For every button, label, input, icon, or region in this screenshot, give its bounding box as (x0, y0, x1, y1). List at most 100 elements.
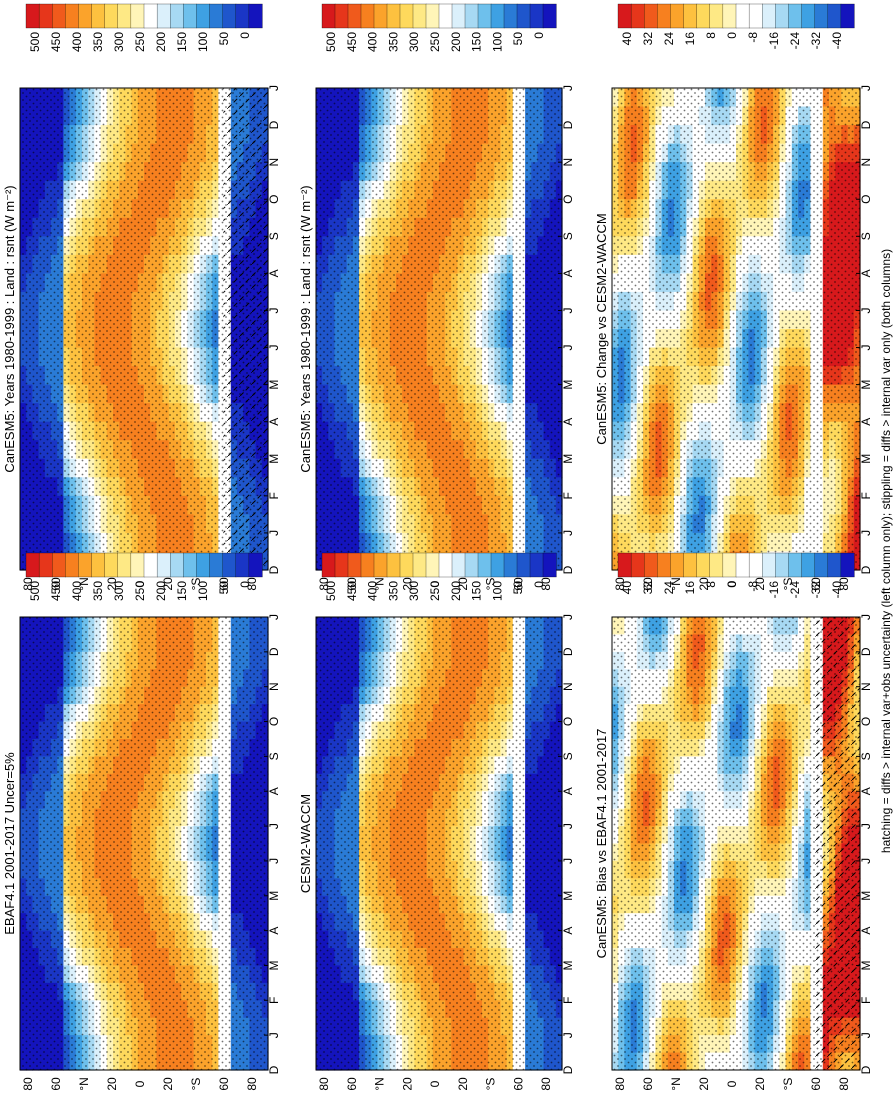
colorbar-label: 200 (449, 581, 463, 601)
month-tick: F (561, 997, 575, 1004)
month-tick: J (561, 614, 575, 620)
colorbar-label: 32 (641, 581, 655, 595)
colorbar-label: 150 (175, 581, 189, 601)
colorbar-swatch (117, 3, 132, 29)
colorbar-label: 100 (196, 581, 210, 601)
month-tick: O (267, 717, 281, 726)
lat-tick: 60 (345, 1077, 359, 1091)
colorbar-label: 150 (470, 581, 484, 601)
month-tick: F (859, 492, 873, 499)
month-tick: S (859, 752, 873, 760)
colorbar-swatch (235, 552, 250, 578)
month-tick: S (859, 232, 873, 240)
colorbar-label: 50 (511, 32, 525, 46)
lat-tick: 60 (217, 1077, 231, 1091)
lat-tick: 20 (161, 1077, 175, 1091)
lat-tick: 80 (539, 1077, 553, 1091)
footnote: hatching = diffs > internal var+obs unce… (879, 249, 893, 853)
colorbar-swatch (722, 3, 737, 29)
month-tick: M (859, 454, 873, 464)
colorbar-label: 300 (112, 581, 126, 601)
colorbar-label: 50 (217, 581, 231, 595)
colorbar-swatch (373, 552, 388, 578)
colorbar-swatch (248, 3, 263, 29)
colorbar-swatch (183, 552, 197, 578)
colorbar-swatch (360, 552, 375, 578)
month-tick: A (859, 927, 873, 935)
colorbar-label: 0 (238, 32, 252, 39)
lat-tick: 80 (245, 1077, 259, 1091)
month-tick: J (267, 1032, 281, 1038)
colorbar-label: -16 (767, 581, 781, 599)
colorbar-swatch (464, 3, 479, 29)
colorbar-swatch (91, 552, 106, 578)
stippling (316, 617, 562, 1070)
colorbar-swatch (630, 552, 645, 578)
colorbar-swatch (196, 552, 211, 578)
month-tick: D (561, 1065, 575, 1074)
colorbar-label: 16 (683, 32, 697, 46)
lat-tick: 0 (133, 1080, 147, 1087)
month-tick: S (561, 232, 575, 240)
lat-tick: 0 (133, 580, 147, 587)
colorbar-swatch (683, 552, 698, 578)
colorbar-swatch (827, 552, 842, 578)
colorbar-label: 450 (345, 581, 359, 601)
colorbar-swatch (209, 552, 224, 578)
colorbar-swatch (503, 552, 518, 578)
month-tick: M (267, 891, 281, 901)
month-tick: F (859, 997, 873, 1004)
panel-title: CanESM5: Years 1980-1999 : Land : rsnt (… (2, 185, 17, 472)
colorbar-swatch (516, 552, 531, 578)
month-tick: M (267, 380, 281, 390)
colorbar-swatch (696, 3, 711, 29)
month-tick: J (859, 345, 873, 351)
month-tick: N (561, 682, 575, 691)
month-tick: J (859, 85, 873, 91)
month-tick: M (561, 961, 575, 971)
lat-tick: °S (484, 578, 498, 591)
colorbar-swatch (477, 552, 492, 578)
colorbar-label: 40 (620, 32, 634, 46)
colorbar-swatch (143, 3, 158, 29)
month-tick: D (267, 1065, 281, 1074)
hatching (223, 88, 268, 570)
month-tick: M (561, 380, 575, 390)
colorbar-swatch (412, 3, 427, 29)
colorbar-swatch (788, 552, 803, 578)
colorbar-swatch (78, 552, 93, 578)
colorbar-swatch (222, 3, 237, 29)
lat-tick: 80 (613, 577, 627, 591)
plot-frame (19, 616, 269, 1071)
month-tick: A (859, 418, 873, 426)
colorbar-label: 40 (620, 581, 634, 595)
lat-tick: 60 (641, 1077, 655, 1091)
colorbar-swatch (183, 3, 197, 29)
colorbar-label: 8 (704, 32, 718, 39)
month-tick: D (267, 647, 281, 656)
lat-tick: °N (373, 1077, 387, 1090)
colorbar-swatch (117, 552, 132, 578)
lat-tick: °S (781, 1078, 795, 1091)
month-tick: J (267, 858, 281, 864)
month-tick: N (859, 682, 873, 691)
colorbar-swatch (412, 552, 427, 578)
stippling (20, 617, 268, 1070)
month-tick: J (561, 345, 575, 351)
colorbar-label: 8 (704, 581, 718, 588)
month-tick: D (859, 1065, 873, 1074)
month-tick: S (267, 232, 281, 240)
colorbar-swatch (91, 3, 106, 29)
colorbar-swatch (477, 3, 492, 29)
lat-tick: 80 (539, 577, 553, 591)
month-tick: S (267, 752, 281, 760)
colorbar-swatch (130, 552, 145, 578)
lat-tick: 20 (753, 577, 767, 591)
lat-tick: 80 (317, 1077, 331, 1091)
colorbar-swatch (788, 3, 803, 29)
month-tick: J (561, 1032, 575, 1038)
colorbar-label: 0 (532, 581, 546, 588)
month-tick: M (267, 961, 281, 971)
